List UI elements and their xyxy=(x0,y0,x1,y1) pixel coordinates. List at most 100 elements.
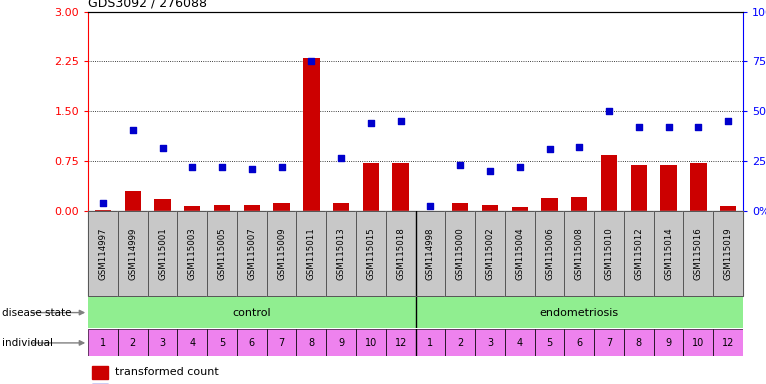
Text: 5: 5 xyxy=(546,338,552,348)
Bar xyxy=(653,211,683,296)
Bar xyxy=(356,211,386,296)
Text: 2: 2 xyxy=(129,338,136,348)
Bar xyxy=(88,211,118,296)
Bar xyxy=(296,329,326,356)
Text: GSM115006: GSM115006 xyxy=(545,227,554,280)
Bar xyxy=(415,211,445,296)
Text: GSM115007: GSM115007 xyxy=(247,227,257,280)
Text: GSM115008: GSM115008 xyxy=(574,227,584,280)
Bar xyxy=(683,211,713,296)
Bar xyxy=(356,329,386,356)
Bar xyxy=(653,329,683,356)
Bar xyxy=(542,198,558,211)
Text: GSM115010: GSM115010 xyxy=(604,227,614,280)
Bar xyxy=(535,211,565,296)
Bar xyxy=(184,206,201,211)
Bar xyxy=(505,329,535,356)
Bar xyxy=(207,211,237,296)
Text: 4: 4 xyxy=(189,338,195,348)
Bar xyxy=(565,329,594,356)
Bar xyxy=(713,329,743,356)
Bar xyxy=(296,211,326,296)
Text: 3: 3 xyxy=(159,338,165,348)
Text: 2: 2 xyxy=(457,338,463,348)
Bar xyxy=(601,155,617,211)
Bar xyxy=(624,329,653,356)
Bar xyxy=(683,211,713,296)
Bar xyxy=(386,211,415,296)
Text: 8: 8 xyxy=(308,338,314,348)
Bar xyxy=(512,207,528,211)
Text: GSM115016: GSM115016 xyxy=(694,227,703,280)
Point xyxy=(722,118,735,124)
Bar xyxy=(118,211,148,296)
Bar xyxy=(296,329,326,356)
Bar xyxy=(207,329,237,356)
Point xyxy=(573,144,585,150)
Bar xyxy=(326,329,356,356)
Bar xyxy=(95,210,111,211)
Point xyxy=(97,199,109,205)
Bar xyxy=(237,211,267,296)
Point xyxy=(424,203,437,209)
Bar xyxy=(713,329,743,356)
Bar xyxy=(505,211,535,296)
Bar xyxy=(535,329,565,356)
Bar xyxy=(653,329,683,356)
Bar xyxy=(237,329,267,356)
Bar xyxy=(571,197,588,211)
Point xyxy=(126,127,139,133)
Text: GSM115011: GSM115011 xyxy=(307,227,316,280)
Bar xyxy=(214,205,231,211)
Text: GSM115003: GSM115003 xyxy=(188,227,197,280)
Bar xyxy=(148,329,178,356)
Text: 10: 10 xyxy=(365,338,377,348)
Bar xyxy=(445,211,475,296)
Bar xyxy=(475,211,505,296)
Bar xyxy=(415,329,445,356)
Bar xyxy=(148,211,178,296)
Bar xyxy=(535,329,565,356)
Bar xyxy=(273,203,290,211)
Bar xyxy=(267,329,296,356)
Bar xyxy=(326,211,356,296)
Point xyxy=(484,168,496,174)
Point xyxy=(335,155,347,161)
Point xyxy=(633,124,645,130)
Point xyxy=(394,118,407,124)
Bar xyxy=(356,329,386,356)
Bar xyxy=(386,329,415,356)
Bar xyxy=(535,211,565,296)
Bar xyxy=(207,329,237,356)
Bar xyxy=(594,329,624,356)
Bar xyxy=(88,329,118,356)
Text: 6: 6 xyxy=(576,338,582,348)
Text: 9: 9 xyxy=(338,338,344,348)
Point xyxy=(246,166,258,172)
Bar xyxy=(386,329,415,356)
Bar xyxy=(653,211,683,296)
Bar xyxy=(713,211,743,296)
Text: individual: individual xyxy=(2,338,53,348)
Text: 1: 1 xyxy=(427,338,434,348)
Bar xyxy=(92,366,108,379)
Bar xyxy=(178,211,207,296)
Bar xyxy=(118,329,148,356)
Bar xyxy=(237,329,267,356)
Text: 10: 10 xyxy=(692,338,705,348)
Bar xyxy=(445,211,475,296)
Bar xyxy=(333,202,349,211)
Text: GSM114999: GSM114999 xyxy=(128,227,137,280)
Text: 7: 7 xyxy=(606,338,612,348)
Bar xyxy=(296,211,326,296)
Bar xyxy=(415,297,743,328)
Text: 9: 9 xyxy=(666,338,672,348)
Text: 3: 3 xyxy=(487,338,493,348)
Bar xyxy=(386,211,415,296)
Text: GSM115015: GSM115015 xyxy=(366,227,375,280)
Bar xyxy=(415,329,445,356)
Bar xyxy=(624,211,653,296)
Text: GSM115000: GSM115000 xyxy=(456,227,465,280)
Bar xyxy=(452,203,468,211)
Bar xyxy=(88,329,118,356)
